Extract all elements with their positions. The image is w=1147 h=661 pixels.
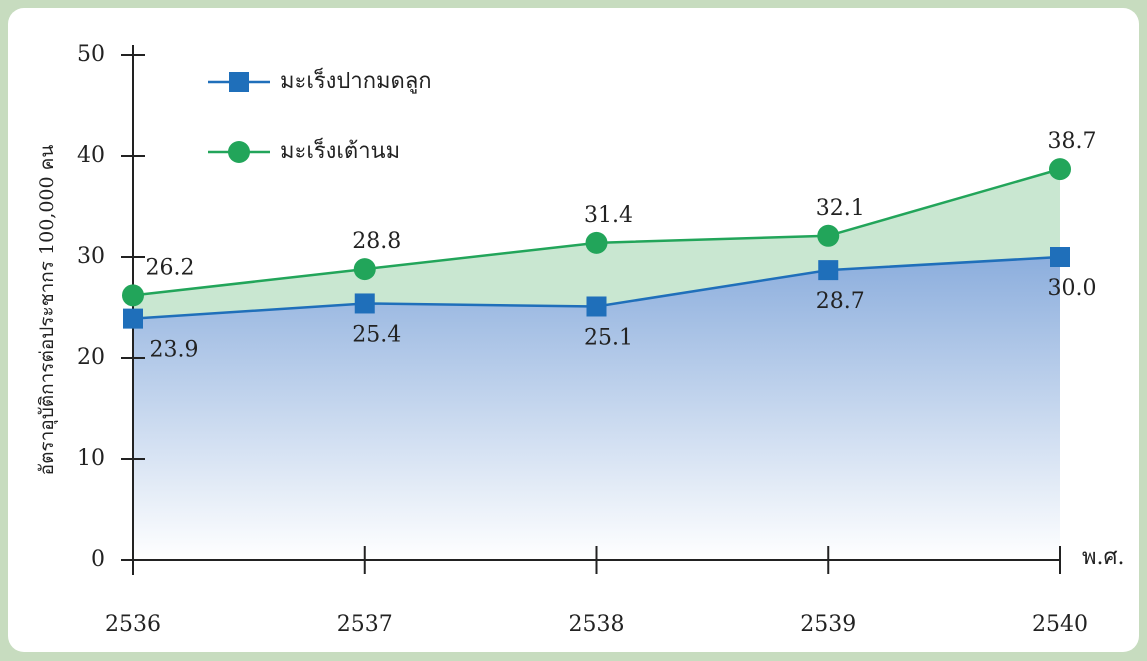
y-tick-label: 0 [91, 547, 105, 572]
marker [585, 231, 608, 254]
x-axis-label: พ.ศ. [1082, 545, 1124, 570]
marker [354, 293, 375, 314]
data-label: 32.1 [816, 196, 865, 221]
data-label: 25.1 [584, 325, 633, 350]
data-label: 28.8 [352, 229, 401, 254]
marker [1050, 247, 1070, 267]
data-label: 31.4 [584, 203, 633, 228]
legend-marker [228, 141, 250, 163]
data-label: 28.7 [816, 289, 865, 314]
y-tick-label: 50 [77, 42, 105, 67]
data-label: 25.4 [352, 322, 401, 347]
marker [817, 224, 840, 247]
marker [818, 260, 839, 281]
marker [586, 296, 607, 317]
marker [353, 258, 376, 281]
y-axis-label: อัตราอุบัติการต่อประชากร 100,000 คน [36, 145, 59, 476]
legend-marker [229, 72, 249, 92]
x-tick-label: 2536 [105, 612, 161, 637]
y-tick-label: 20 [77, 345, 105, 370]
x-tick-label: 2538 [569, 612, 625, 637]
legend-label: มะเร็งปากมดลูก [280, 66, 432, 94]
legend-label: มะเร็งเต้านม [280, 136, 400, 164]
area-under [133, 257, 1060, 560]
data-label: 30.0 [1048, 276, 1097, 301]
x-tick-label: 2540 [1032, 612, 1088, 637]
data-label: 38.7 [1048, 129, 1097, 154]
y-tick-label: 30 [77, 244, 105, 269]
marker [122, 284, 144, 307]
marker [123, 308, 143, 329]
marker [1049, 158, 1071, 181]
data-label: 26.2 [146, 255, 195, 280]
x-tick-label: 2537 [337, 612, 393, 637]
data-label: 23.9 [150, 338, 199, 363]
y-tick-label: 40 [77, 143, 105, 168]
x-tick-label: 2539 [800, 612, 856, 637]
y-tick-label: 10 [77, 446, 105, 471]
